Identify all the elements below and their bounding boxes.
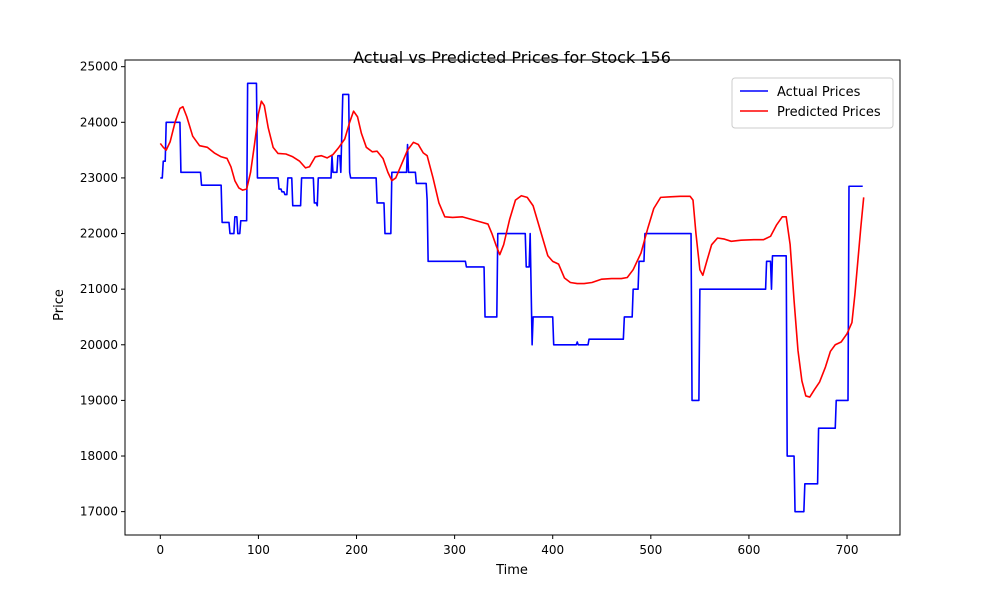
x-tick-label: 700 <box>836 543 859 557</box>
legend-label-predicted: Predicted Prices <box>777 105 881 120</box>
y-tick-label: 20000 <box>80 338 118 352</box>
y-tick-label: 19000 <box>80 393 118 407</box>
y-tick-label: 17000 <box>80 505 118 519</box>
x-tick-label: 400 <box>541 543 564 557</box>
plot-area <box>159 82 865 513</box>
x-axis: 0 100 200 300 400 500 600 700 <box>156 535 858 557</box>
y-tick-label: 18000 <box>80 449 118 463</box>
legend: Actual Prices Predicted Prices <box>731 77 894 129</box>
legend-box <box>731 77 894 129</box>
chart-title: Actual vs Predicted Prices for Stock 156 <box>353 48 671 67</box>
y-tick-label: 25000 <box>80 60 118 74</box>
x-tick-label: 600 <box>737 543 760 557</box>
y-tick-label: 23000 <box>80 171 118 185</box>
predicted-prices-line <box>159 100 865 398</box>
plot-frame <box>124 59 901 536</box>
x-tick-label: 100 <box>247 543 270 557</box>
y-tick-label: 21000 <box>80 282 118 296</box>
x-tick-label: 500 <box>639 543 662 557</box>
x-tick-label: 300 <box>443 543 466 557</box>
y-tick-label: 24000 <box>80 115 118 129</box>
y-axis-label: Price <box>52 289 67 321</box>
y-tick-label: 22000 <box>80 227 118 241</box>
legend-label-actual: Actual Prices <box>777 85 861 100</box>
x-tick-label: 200 <box>345 543 368 557</box>
x-tick-label: 0 <box>156 543 164 557</box>
x-axis-label: Time <box>495 563 528 578</box>
y-axis: 17000 18000 19000 20000 21000 22000 23000 24000… <box>80 60 125 519</box>
actual-prices-line <box>160 82 863 513</box>
